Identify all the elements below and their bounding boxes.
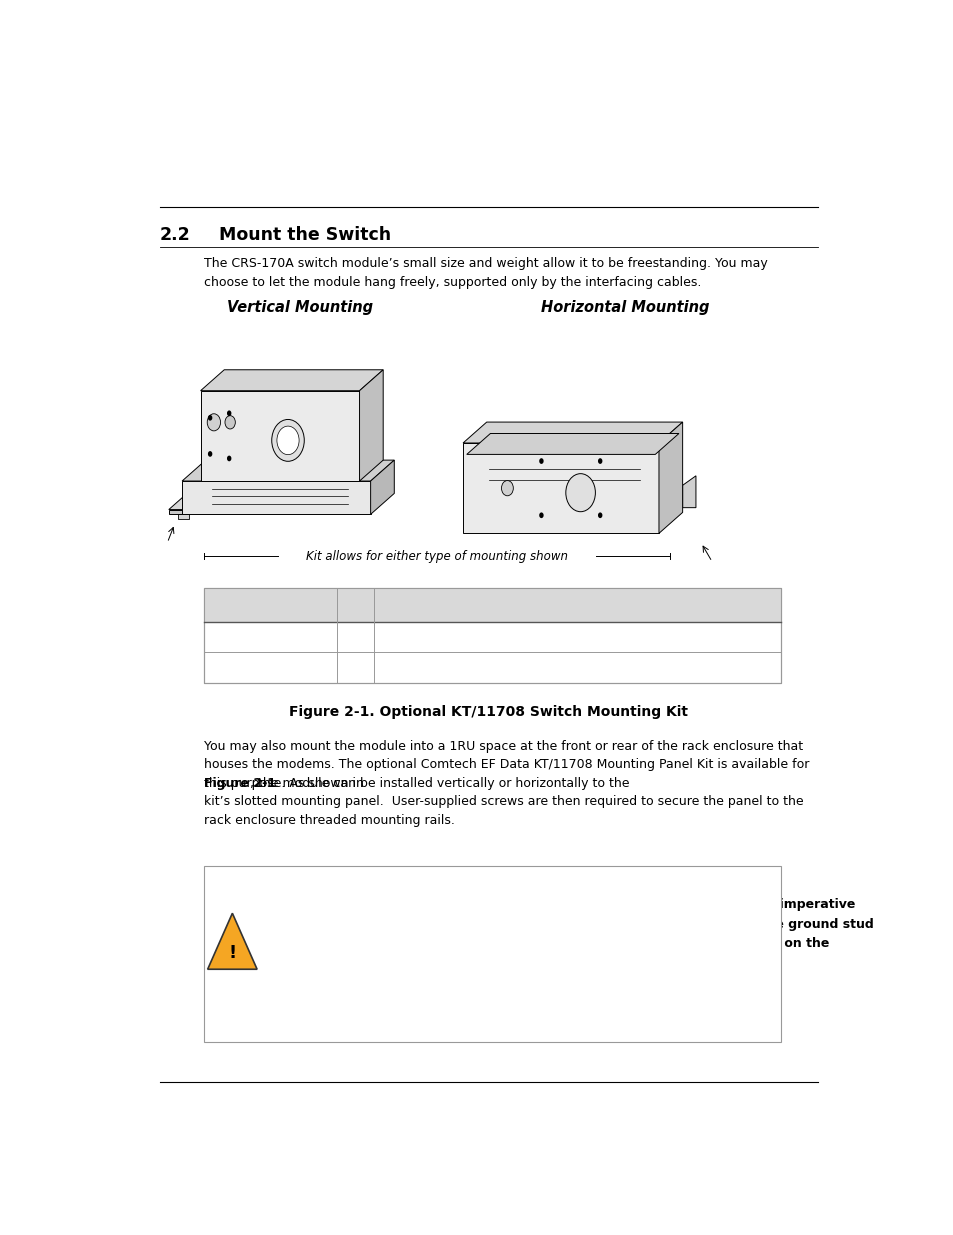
Circle shape	[208, 415, 213, 421]
Text: #6-32 x 3/8" LG SS Flat Head Machine Screw: #6-32 x 3/8" LG SS Flat Head Machine Scr…	[383, 661, 666, 674]
Text: provided on the Switch antenna side panel and the ground studs located on the: provided on the Switch antenna side pane…	[267, 937, 828, 951]
Text: houses the modems. The optional Comtech EF Data KT/11708 Mounting Panel Kit is a: houses the modems. The optional Comtech …	[204, 758, 809, 771]
Polygon shape	[182, 461, 394, 482]
Text: kit’s slotted mounting panel.  User-supplied screws are then required to secure : kit’s slotted mounting panel. User-suppl…	[204, 795, 803, 809]
Text: connected to the protective earth connection at all times. It is therefore imper: connected to the protective earth connec…	[267, 898, 855, 910]
Text: CAUTION – PROPER GROUNDING PROTECTION IS REQUIRED.: CAUTION – PROPER GROUNDING PROTECTION IS…	[267, 878, 683, 890]
Circle shape	[227, 456, 232, 462]
Polygon shape	[466, 433, 679, 454]
Circle shape	[598, 513, 601, 519]
Polygon shape	[169, 510, 182, 514]
Circle shape	[272, 420, 304, 462]
Text: 1: 1	[352, 631, 359, 643]
Text: modem rear panels – during installation, configuration, and operation.: modem rear panels – during installation,…	[267, 957, 762, 971]
FancyBboxPatch shape	[204, 866, 781, 1042]
Circle shape	[565, 474, 595, 511]
Polygon shape	[200, 369, 383, 390]
Text: Figure 2-1: Figure 2-1	[204, 777, 276, 789]
Polygon shape	[169, 489, 206, 510]
Polygon shape	[659, 422, 682, 534]
Text: that the Switch and its paired modems are properly grounded – using the ground s: that the Switch and its paired modems ar…	[267, 918, 873, 930]
FancyBboxPatch shape	[204, 588, 781, 621]
Text: The equipment must be: The equipment must be	[481, 878, 653, 890]
Circle shape	[501, 480, 513, 495]
Circle shape	[225, 416, 235, 429]
Polygon shape	[462, 443, 659, 534]
Circle shape	[208, 451, 213, 457]
Polygon shape	[655, 433, 679, 490]
Text: this purpose. As shown in: this purpose. As shown in	[204, 777, 368, 789]
Text: FP/PN11575-1: FP/PN11575-1	[212, 631, 299, 643]
Text: You may also mount the module into a 1RU space at the front or rear of the rack : You may also mount the module into a 1RU…	[204, 740, 802, 752]
Circle shape	[538, 513, 543, 519]
Polygon shape	[466, 454, 655, 490]
Text: Mount the Switch: Mount the Switch	[219, 226, 391, 245]
Polygon shape	[178, 514, 190, 519]
Text: rack enclosure threaded mounting rails.: rack enclosure threaded mounting rails.	[204, 814, 455, 827]
Polygon shape	[370, 461, 394, 514]
Polygon shape	[466, 433, 679, 454]
FancyBboxPatch shape	[204, 588, 781, 683]
Circle shape	[538, 458, 543, 464]
Text: Switch Mounting Panel: Switch Mounting Panel	[383, 631, 524, 643]
Circle shape	[598, 458, 601, 464]
Text: Horizontal Mounting: Horizontal Mounting	[541, 300, 709, 315]
Text: choose to let the module hang freely, supported only by the interfacing cables.: choose to let the module hang freely, su…	[204, 275, 700, 289]
Polygon shape	[359, 369, 383, 482]
Text: Figure 2-1. Optional KT/11708 Switch Mounting Kit: Figure 2-1. Optional KT/11708 Switch Mou…	[289, 704, 688, 719]
Polygon shape	[682, 475, 696, 508]
Text: 4: 4	[352, 661, 359, 674]
Polygon shape	[462, 422, 682, 443]
Circle shape	[575, 480, 587, 495]
Text: 2.2: 2.2	[160, 226, 191, 245]
Circle shape	[276, 426, 299, 454]
Polygon shape	[208, 913, 256, 969]
Text: Kit allows for either type of mounting shown: Kit allows for either type of mounting s…	[306, 550, 568, 563]
Text: HW/6-32X3/8FLT: HW/6-32X3/8FLT	[212, 661, 314, 674]
Polygon shape	[200, 390, 359, 482]
Text: , the module can be installed vertically or horizontally to the: , the module can be installed vertically…	[250, 777, 629, 789]
Polygon shape	[182, 482, 370, 514]
Text: !: !	[228, 944, 236, 962]
Circle shape	[207, 414, 220, 431]
Text: The CRS-170A switch module’s small size and weight allow it to be freestanding. : The CRS-170A switch module’s small size …	[204, 257, 767, 269]
Circle shape	[227, 410, 232, 416]
Text: Vertical Mounting: Vertical Mounting	[227, 300, 373, 315]
